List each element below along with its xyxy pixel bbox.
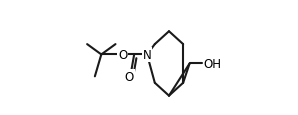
Text: O: O (124, 70, 134, 83)
Text: OH: OH (203, 58, 221, 70)
Text: O: O (118, 49, 127, 61)
Text: N: N (143, 49, 151, 61)
